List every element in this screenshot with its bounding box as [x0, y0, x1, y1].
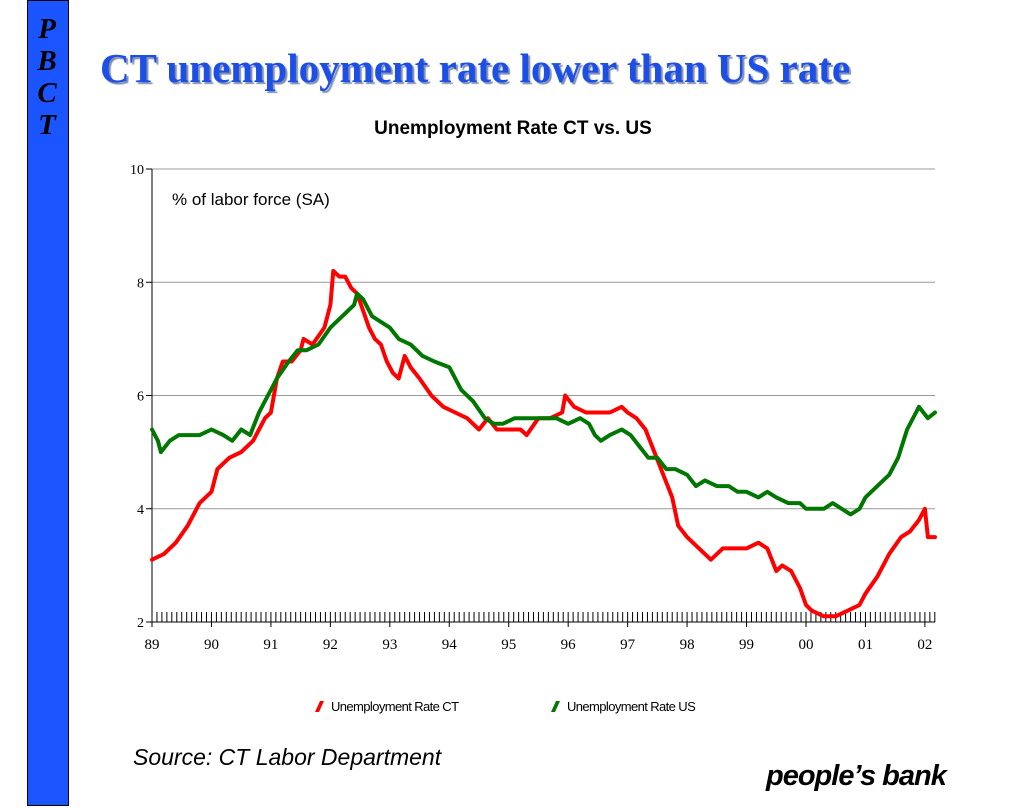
- legend-label: Unemployment Rate US: [567, 699, 696, 714]
- sidebar-letter: C: [37, 77, 57, 109]
- series-lines: [150, 268, 937, 619]
- x-tick-label: 94: [442, 637, 458, 653]
- axes: 2 4 6 8 10 89 90 91 92 93 94 95 96 97 98 99 00 01 02: [130, 163, 936, 653]
- x-tick-label: 99: [739, 637, 754, 653]
- chart-title: Unemployment Rate CT vs. US: [374, 118, 652, 139]
- x-tick-label: 89: [145, 637, 160, 653]
- series-line-us: [150, 291, 937, 517]
- y-tick-label: 6: [137, 390, 144, 405]
- legend-swatch: [315, 701, 324, 712]
- y-tick-label: 8: [137, 276, 144, 291]
- x-tick-label: 02: [917, 637, 932, 653]
- y-tick-label: 4: [137, 503, 144, 518]
- x-tick-label: 00: [798, 637, 813, 653]
- sidebar-letter: B: [37, 45, 57, 77]
- legend-label: Unemployment Rate CT: [331, 699, 459, 714]
- x-tick-label: 93: [382, 637, 397, 653]
- chart-annotation: % of labor force (SA): [172, 190, 330, 209]
- x-tick-label: 92: [323, 637, 338, 653]
- line-chart: Unemployment Rate CT vs. US % of labor f…: [130, 118, 937, 714]
- sidebar-letter: P: [38, 13, 56, 45]
- gridlines: [152, 168, 935, 510]
- x-tick-label: 97: [620, 637, 636, 653]
- slide-title: CT unemployment rate lower than US rate: [100, 45, 851, 91]
- sidebar-strip: P B C T: [27, 0, 69, 806]
- y-tick-label: 2: [137, 616, 144, 631]
- legend-swatch: [551, 701, 560, 712]
- series-line-ct: [150, 268, 937, 619]
- x-tick-label: 91: [263, 637, 278, 653]
- x-tick-label: 90: [204, 637, 219, 653]
- source-note: Source: CT Labor Department: [133, 744, 442, 770]
- sidebar-letters: P B C T: [28, 1, 68, 141]
- x-tick-label: 95: [501, 637, 516, 653]
- x-tick-label: 01: [858, 637, 873, 653]
- x-tick-label: 96: [561, 637, 577, 653]
- legend: Unemployment Rate CT Unemployment Rate US: [315, 699, 697, 714]
- sidebar-letter: T: [38, 109, 56, 141]
- peoples-bank-logo: people’s bank: [766, 760, 947, 792]
- y-tick-label: 10: [130, 163, 144, 178]
- x-tick-label: 98: [680, 637, 695, 653]
